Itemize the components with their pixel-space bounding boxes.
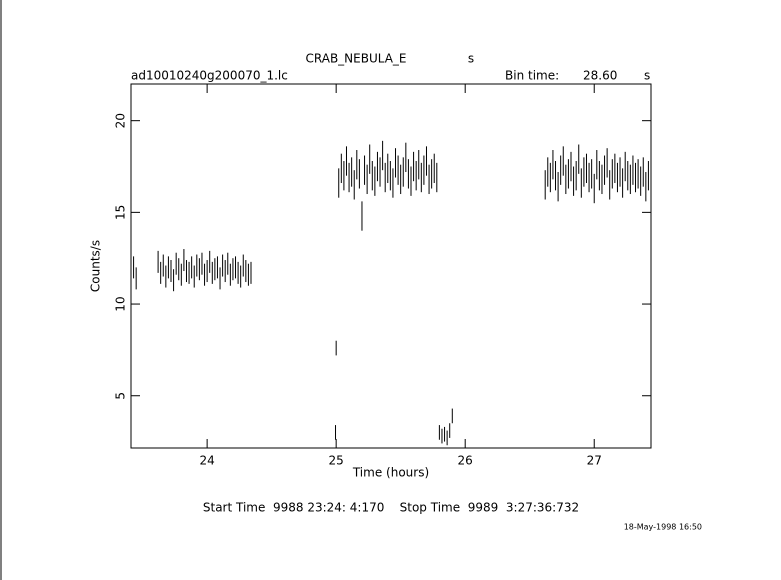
footer: Start Time 9988 23:24: 4:170 Stop Time 9… [203,501,579,515]
y-tick-label: 10 [114,296,128,311]
y-tick-label: 15 [114,205,128,220]
y-tick-label: 20 [114,113,128,128]
plot-frame [130,83,652,449]
bin-time: 28.60 [583,69,617,83]
chart-title: CRAB_NEBULA_E [306,52,407,66]
y-tick-label: 5 [114,392,128,400]
file-name: ad10010240g200070_1.lc [131,69,288,83]
bin-time-unit: s [644,69,650,83]
x-tick-label: 25 [329,454,344,468]
title-suffix: s [468,52,474,66]
x-tick-label: 27 [587,454,602,468]
y-axis-label: Counts/s [89,240,103,292]
x-tick-label: 26 [458,454,473,468]
date: 18-May-1998 16:50 [624,523,702,532]
x-axis-label: Time (hours) [352,466,429,480]
x-tick-label: 24 [199,454,214,468]
bin-time-label: Bin time: [505,69,559,83]
